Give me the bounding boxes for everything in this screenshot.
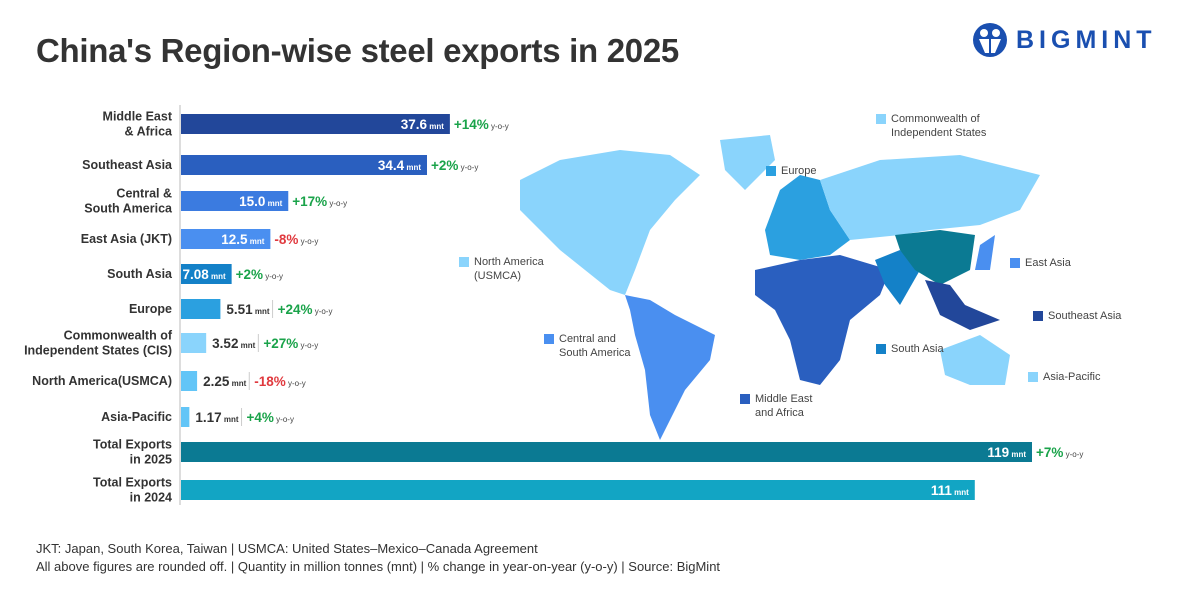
category-label: Total Exports bbox=[93, 438, 172, 452]
map-cis bbox=[820, 155, 1040, 240]
yoy-label: +27% y-o-y bbox=[263, 336, 318, 351]
map-legend-item: Asia-Pacific bbox=[1028, 370, 1100, 384]
legend-swatch bbox=[740, 394, 750, 404]
value-label: 3.52 mnt bbox=[212, 336, 256, 351]
category-label: in 2025 bbox=[130, 453, 172, 467]
bigmint-logo: BIGMINT bbox=[972, 22, 1157, 58]
legend-label: North America (USMCA) bbox=[474, 256, 544, 282]
map-east-asia bbox=[975, 235, 995, 270]
logo-text: BIGMINT bbox=[1016, 25, 1157, 54]
yoy-label: -18% y-o-y bbox=[254, 374, 306, 389]
category-label: Independent States (CIS) bbox=[24, 344, 172, 358]
map-legend-item: Central and South America bbox=[544, 332, 631, 360]
map-legend-item: Middle East and Africa bbox=[740, 392, 812, 420]
value-label: 111 mnt bbox=[931, 483, 969, 498]
legend-label: Central and South America bbox=[559, 333, 631, 359]
yoy-label: +2% y-o-y bbox=[431, 158, 478, 173]
category-label: Southeast Asia bbox=[82, 158, 173, 172]
bar bbox=[181, 333, 207, 353]
map-legend-item: Commonwealth of Independent States bbox=[876, 112, 986, 140]
value-label: 12.5 mnt bbox=[221, 232, 265, 247]
map-south-america bbox=[625, 295, 715, 440]
legend-swatch bbox=[1028, 372, 1038, 382]
value-label: 37.6 mnt bbox=[401, 117, 445, 132]
yoy-label: +2% y-o-y bbox=[236, 267, 283, 282]
category-label: Middle East bbox=[103, 110, 173, 124]
category-label: East Asia (JKT) bbox=[81, 232, 172, 246]
value-label: 34.4 mnt bbox=[378, 158, 422, 173]
category-label: & Africa bbox=[125, 125, 174, 139]
page-title: China's Region-wise steel exports in 202… bbox=[36, 32, 679, 69]
bar bbox=[181, 442, 1032, 462]
legend-label: South Asia bbox=[891, 343, 944, 355]
map-asia-pacific bbox=[940, 335, 1010, 385]
bar bbox=[181, 264, 232, 284]
footnote-abbreviations: JKT: Japan, South Korea, Taiwan | USMCA:… bbox=[36, 541, 538, 556]
yoy-label: +17% y-o-y bbox=[292, 194, 347, 209]
bar bbox=[181, 371, 198, 391]
yoy-label: +24% y-o-y bbox=[278, 302, 333, 317]
logo-icon bbox=[973, 23, 1007, 57]
category-label: South Asia bbox=[107, 267, 173, 281]
map-china bbox=[895, 230, 975, 285]
yoy-label: +4% y-o-y bbox=[247, 410, 294, 425]
map-europe bbox=[765, 175, 850, 260]
legend-swatch bbox=[1033, 311, 1043, 321]
map-greenland bbox=[720, 135, 775, 190]
map-legend-item: South Asia bbox=[876, 342, 944, 356]
yoy-label: +7% y-o-y bbox=[1036, 445, 1083, 460]
category-label: Europe bbox=[129, 302, 172, 316]
category-label: Asia-Pacific bbox=[101, 410, 172, 424]
yoy-label: +14% y-o-y bbox=[454, 117, 509, 132]
map-legend-item: North America (USMCA) bbox=[459, 255, 544, 283]
legend-swatch bbox=[1010, 258, 1020, 268]
bar bbox=[181, 191, 289, 211]
map-north-america bbox=[520, 150, 700, 295]
map-legend-item: Europe bbox=[766, 164, 816, 178]
value-label: 119 mnt bbox=[987, 445, 1026, 460]
legend-swatch bbox=[544, 334, 554, 344]
value-label: 1.17 mnt bbox=[195, 410, 239, 425]
legend-label: Commonwealth of Independent States bbox=[891, 113, 987, 139]
world-map bbox=[520, 135, 1040, 440]
legend-swatch bbox=[876, 114, 886, 124]
map-southeast-asia bbox=[925, 280, 1000, 330]
yoy-label: -8% y-o-y bbox=[274, 232, 318, 247]
legend-label: Middle East and Africa bbox=[755, 393, 813, 419]
map-south-asia bbox=[875, 250, 920, 305]
bar bbox=[181, 155, 428, 175]
value-label: 7.08 mnt bbox=[182, 267, 226, 282]
category-label: Commonwealth of bbox=[64, 329, 173, 343]
value-label: 15.0 mnt bbox=[239, 194, 283, 209]
legend-swatch bbox=[876, 344, 886, 354]
legend-label: East Asia bbox=[1025, 257, 1071, 269]
footnote-source: All above figures are rounded off. | Qua… bbox=[36, 559, 721, 574]
value-label: 5.51 mnt bbox=[226, 302, 270, 317]
legend-label: Southeast Asia bbox=[1048, 310, 1122, 322]
map-legend-item: East Asia bbox=[1010, 256, 1071, 270]
bar bbox=[181, 299, 221, 319]
legend-swatch bbox=[766, 166, 776, 176]
category-label: in 2024 bbox=[130, 491, 172, 505]
category-label: North America(USMCA) bbox=[32, 374, 172, 388]
map-legend-item: Southeast Asia bbox=[1033, 309, 1121, 323]
category-label: South America bbox=[84, 202, 173, 216]
bar bbox=[181, 114, 450, 134]
category-label: Total Exports bbox=[93, 476, 172, 490]
bar bbox=[181, 229, 271, 249]
value-label: 2.25 mnt bbox=[203, 374, 247, 389]
category-label: Central & bbox=[116, 187, 172, 201]
legend-swatch bbox=[459, 257, 469, 267]
map-mea bbox=[755, 255, 890, 385]
bar bbox=[181, 480, 975, 500]
legend-label: Europe bbox=[781, 165, 817, 177]
legend-label: Asia-Pacific bbox=[1043, 371, 1101, 383]
bar bbox=[181, 407, 190, 427]
